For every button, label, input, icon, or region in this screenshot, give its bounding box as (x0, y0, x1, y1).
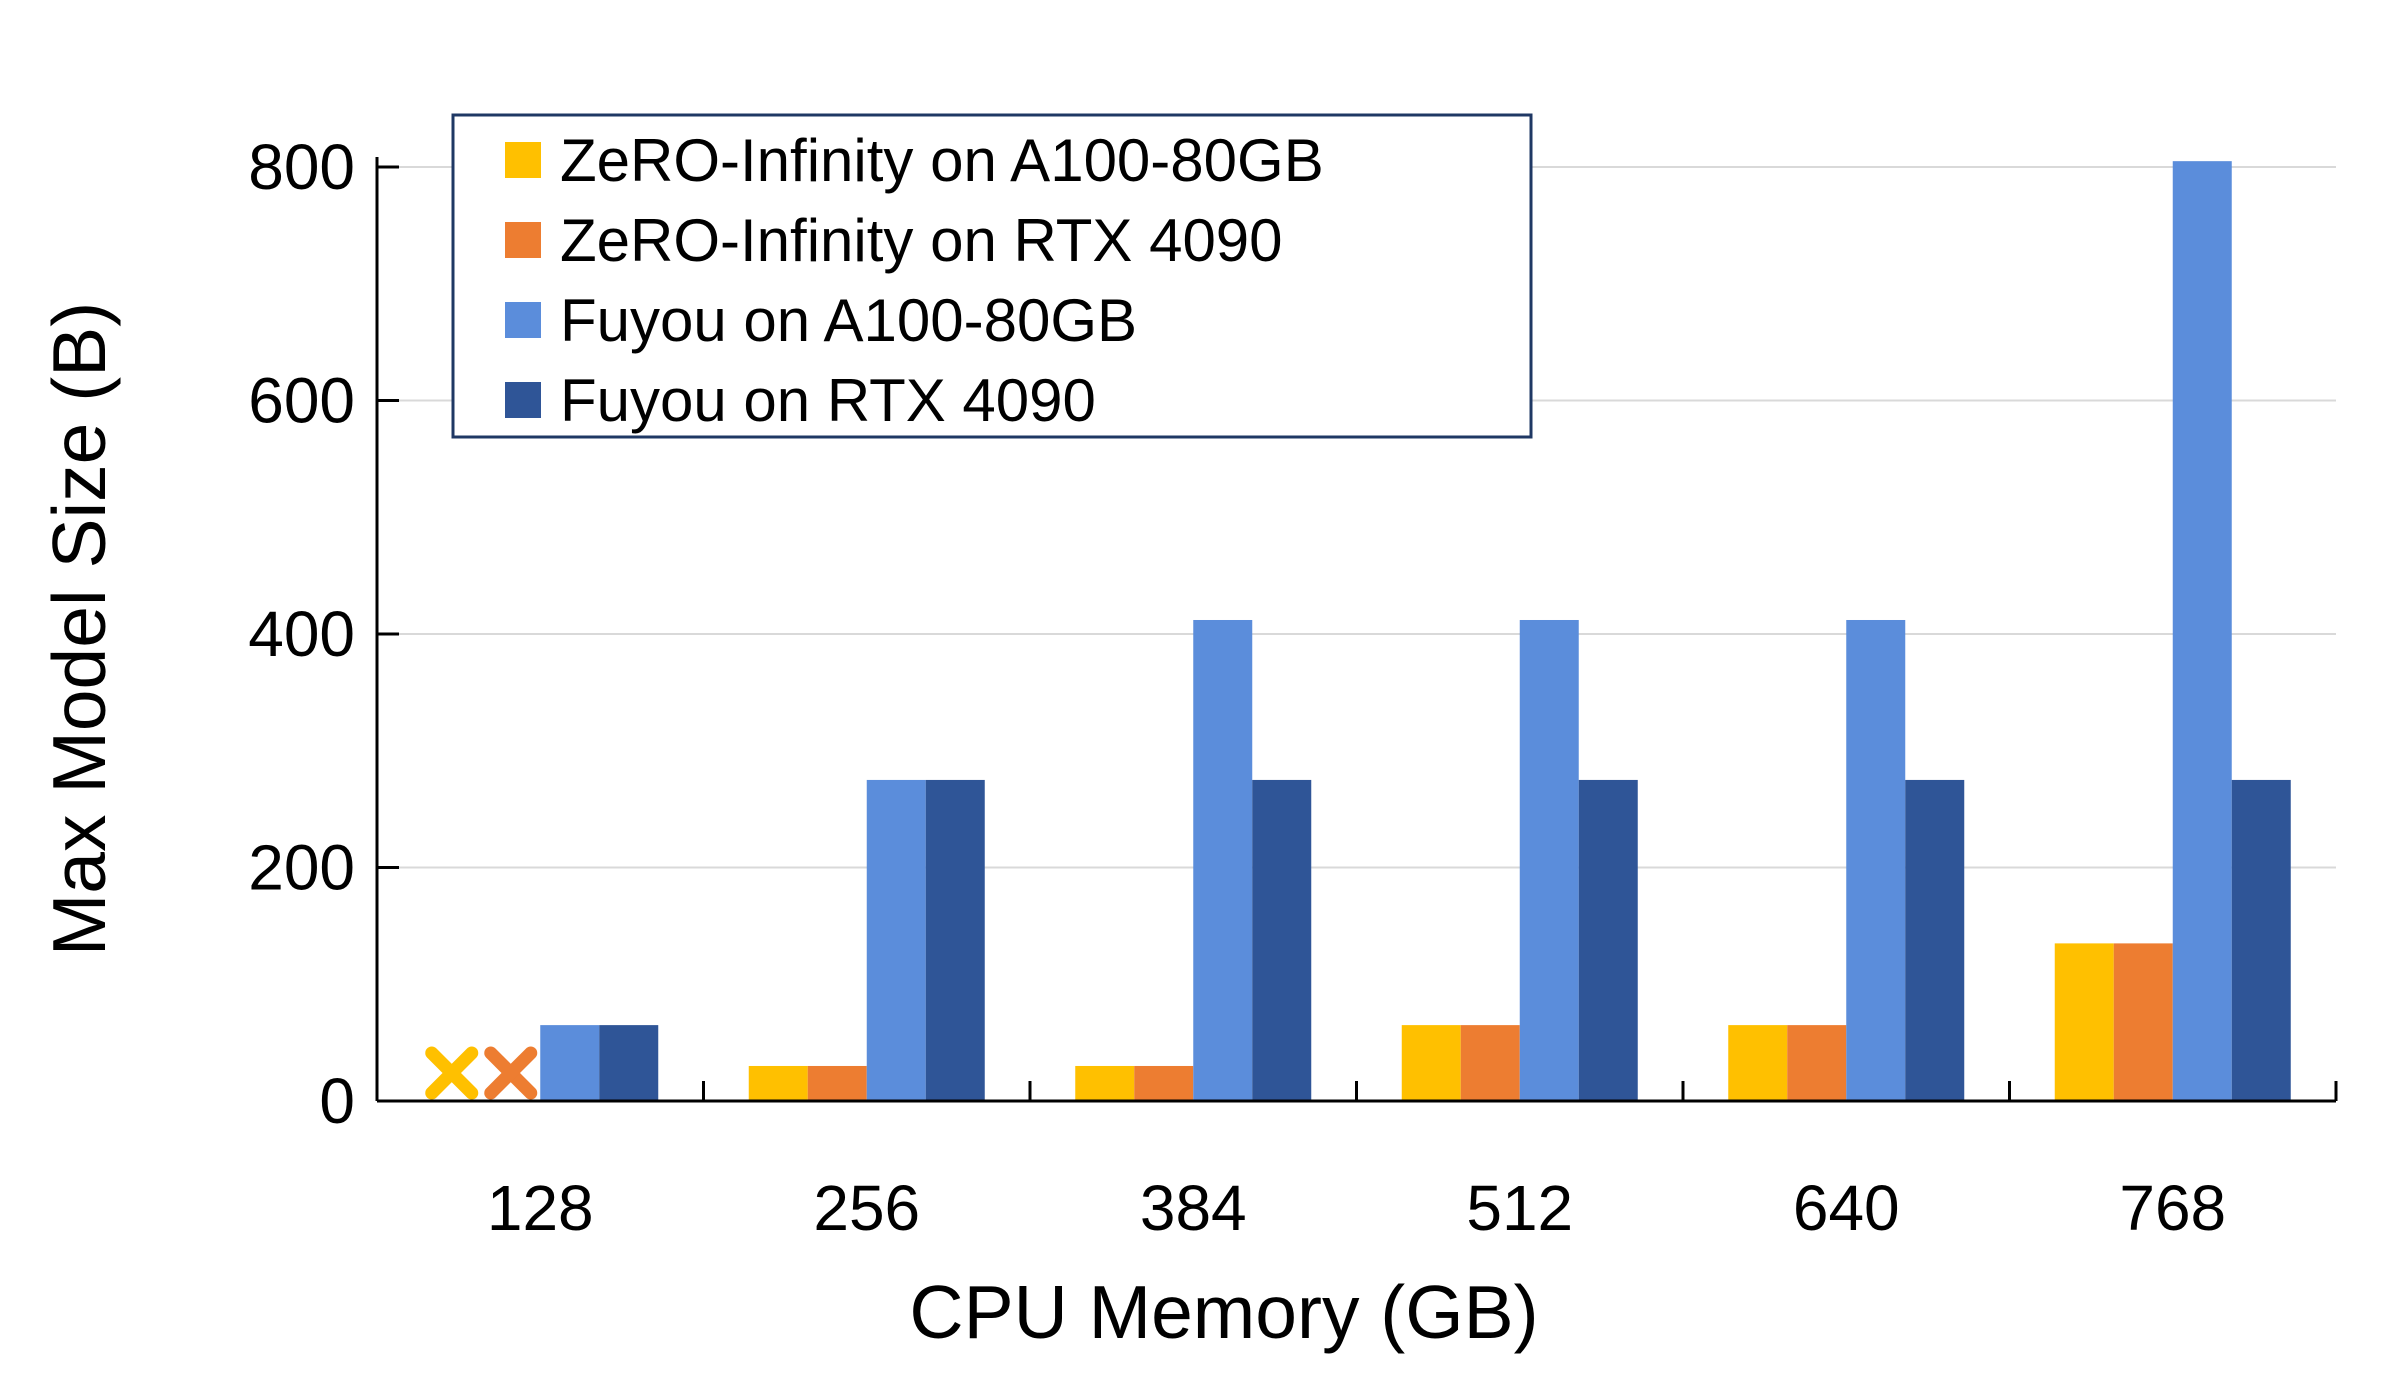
bar-768-series-1 (2113, 943, 2173, 1101)
y-axis-title: Max Model Size (B) (37, 302, 121, 956)
bar-768-series-3 (2231, 779, 2291, 1101)
legend-swatch-1 (505, 222, 541, 258)
x-tick-label-128: 128 (487, 1172, 594, 1244)
legend-label-3: Fuyou on RTX 4090 (560, 367, 1096, 434)
bar-640-series-1 (1787, 1025, 1847, 1101)
bar-512-series-2 (1519, 619, 1579, 1101)
y-tick-label-200: 200 (248, 832, 355, 904)
missing-marker-128-0 (425, 1046, 479, 1100)
x-tick-label-640: 640 (1793, 1172, 1900, 1244)
bar-640-series-0 (1728, 1025, 1788, 1101)
x-axis-title: CPU Memory (GB) (909, 1270, 1538, 1354)
legend-swatch-3 (505, 382, 541, 418)
legend-box (451, 113, 1533, 439)
legend-label-2: Fuyou on A100-80GB (560, 287, 1137, 354)
missing-markers (425, 1046, 538, 1100)
bar-384-series-1 (1134, 1065, 1194, 1101)
bar-256-series-0 (748, 1065, 808, 1101)
x-tick-label-512: 512 (1466, 1172, 1573, 1244)
legend-label-1: ZeRO-Infinity on RTX 4090 (560, 207, 1283, 274)
bar-128-series-2 (540, 1025, 600, 1101)
legend-label-0: ZeRO-Infinity on A100-80GB (560, 127, 1324, 194)
bar-384-series-3 (1252, 779, 1312, 1101)
legend-swatch-0 (505, 142, 541, 178)
legend-swatch-2 (505, 302, 541, 338)
x-ticks: 128 256 384 512 640 768 (487, 1081, 2338, 1244)
legend: ZeRO-Infinity on A100-80GB ZeRO-Infinity … (451, 113, 1533, 439)
bar-128-series-3 (599, 1025, 659, 1101)
y-tick-label-600: 600 (248, 365, 355, 437)
bar-256-series-2 (866, 779, 926, 1101)
bar-256-series-1 (807, 1065, 867, 1101)
y-tick-label-800: 800 (248, 131, 355, 203)
bar-512-series-0 (1401, 1025, 1461, 1101)
bars (540, 161, 2291, 1102)
y-tick-label-400: 400 (248, 598, 355, 670)
x-tick-label-768: 768 (2119, 1172, 2226, 1244)
bar-512-series-1 (1460, 1025, 1520, 1101)
bar-384-series-2 (1193, 619, 1253, 1101)
bar-640-series-2 (1846, 619, 1906, 1101)
missing-marker-128-1 (484, 1046, 538, 1100)
bar-256-series-3 (925, 779, 985, 1101)
y-tick-label-0: 0 (319, 1065, 355, 1137)
x-tick-label-384: 384 (1140, 1172, 1247, 1244)
bar-384-series-0 (1075, 1065, 1135, 1101)
bar-512-series-3 (1578, 779, 1638, 1101)
bar-768-series-2 (2172, 161, 2232, 1102)
bar-640-series-3 (1905, 779, 1965, 1101)
y-ticks: 0 200 400 600 800 (248, 131, 399, 1137)
bar-768-series-0 (2054, 943, 2114, 1101)
x-tick-label-256: 256 (813, 1172, 920, 1244)
